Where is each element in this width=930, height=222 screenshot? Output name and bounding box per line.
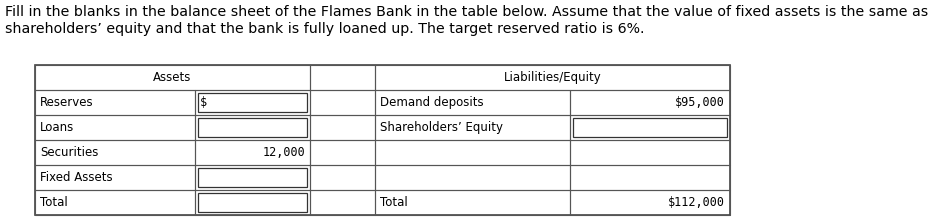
Bar (375, 65, 730, 90)
Bar (310, 190, 375, 215)
Bar (375, 165, 570, 190)
Bar (310, 90, 375, 115)
Bar (35, 115, 195, 140)
Text: Shareholders’ Equity: Shareholders’ Equity (380, 121, 503, 134)
Bar (195, 140, 310, 165)
Bar (198, 168, 307, 187)
Bar (310, 165, 375, 190)
Text: Demand deposits: Demand deposits (380, 96, 484, 109)
Bar (198, 118, 307, 137)
Bar (375, 140, 570, 165)
Bar (310, 65, 375, 90)
Text: Total: Total (40, 196, 68, 209)
Text: Loans: Loans (40, 121, 74, 134)
Bar (198, 93, 307, 112)
Bar (310, 140, 375, 165)
Text: Liabilities/Equity: Liabilities/Equity (504, 71, 602, 84)
Bar (35, 65, 310, 90)
Bar (35, 165, 195, 190)
Text: $: $ (200, 96, 207, 109)
Text: $112,000: $112,000 (668, 196, 725, 209)
Bar (195, 90, 310, 115)
Bar (570, 165, 730, 190)
Text: shareholders’ equity and that the bank is fully loaned up. The target reserved r: shareholders’ equity and that the bank i… (5, 22, 644, 36)
Bar (573, 118, 727, 137)
Bar (35, 90, 195, 115)
Text: $95,000: $95,000 (675, 96, 725, 109)
Bar (35, 65, 730, 215)
Text: 12,000: 12,000 (262, 146, 305, 159)
Text: Securities: Securities (40, 146, 99, 159)
Bar (35, 140, 195, 165)
Bar (310, 115, 375, 140)
Text: Total: Total (380, 196, 407, 209)
Bar (195, 165, 310, 190)
Bar (570, 190, 730, 215)
Bar (570, 90, 730, 115)
Bar (375, 190, 570, 215)
Text: Assets: Assets (153, 71, 192, 84)
Text: Fill in the blanks in the balance sheet of the Flames Bank in the table below. A: Fill in the blanks in the balance sheet … (5, 5, 928, 19)
Bar (570, 140, 730, 165)
Text: Reserves: Reserves (40, 96, 94, 109)
Bar (195, 115, 310, 140)
Bar (375, 90, 570, 115)
Bar (195, 190, 310, 215)
Bar (570, 115, 730, 140)
Bar (35, 190, 195, 215)
Bar (198, 193, 307, 212)
Text: Fixed Assets: Fixed Assets (40, 171, 113, 184)
Bar (375, 115, 570, 140)
